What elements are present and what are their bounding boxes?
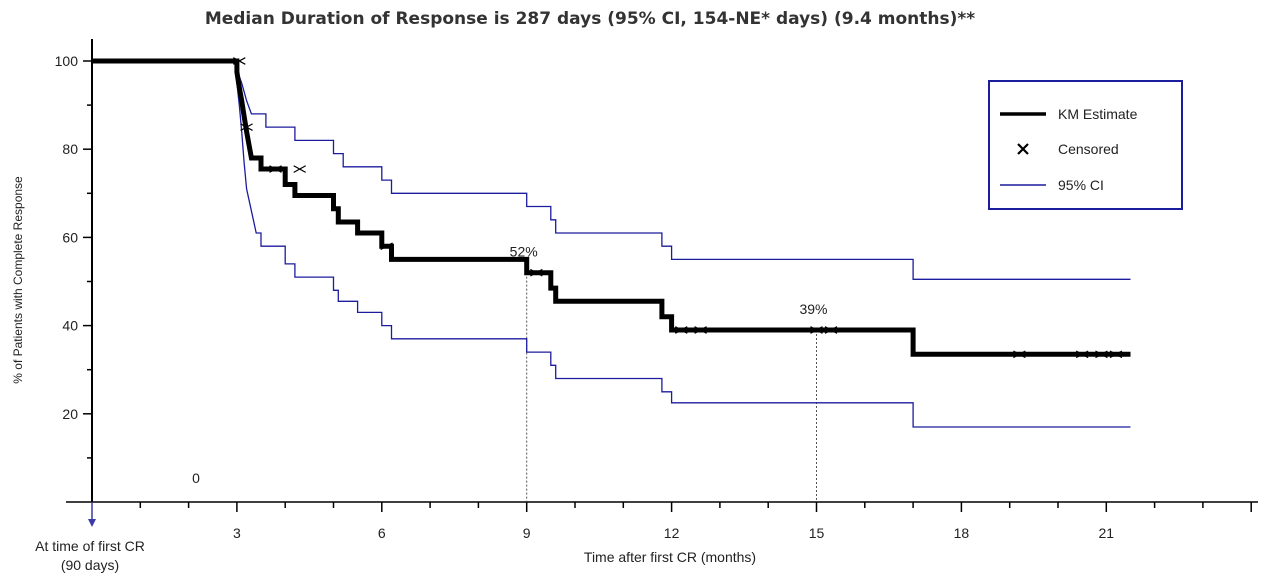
y-tick-label: 40: [62, 318, 78, 334]
censored-mark: [674, 326, 688, 334]
censored-mark: [380, 242, 393, 251]
censored-mark: [240, 123, 253, 131]
censored-mark: [293, 165, 306, 173]
annotation-label: 39%: [799, 301, 827, 317]
origin-arrow-head: [88, 519, 96, 527]
x-tick-label: 9: [523, 525, 531, 541]
censored-mark: [233, 57, 246, 65]
x-tick-label: 6: [378, 525, 386, 541]
chart-title: Median Duration of Response is 287 days …: [205, 9, 975, 29]
legend-box: [988, 80, 1183, 210]
censored-mark: [1095, 350, 1108, 359]
origin-sublabel: (90 days): [61, 557, 119, 573]
censored-mark: [694, 326, 707, 334]
y-tick-label: 80: [62, 141, 78, 157]
censored-mark: [1075, 350, 1089, 359]
legend-km-label: KM Estimate: [1058, 106, 1138, 122]
censored-icon: [1017, 143, 1029, 155]
y-axis-label: % of Patients with Complete Response: [11, 176, 25, 384]
zero-label: 0: [192, 470, 200, 486]
censored-mark: [824, 326, 838, 334]
x-tick-label: 3: [233, 525, 241, 541]
censored-mark: [530, 268, 543, 277]
legend-censored-label: Censored: [1058, 141, 1119, 157]
x-axis-label: Time after first CR (months): [584, 549, 756, 565]
censored-mark: [1109, 350, 1123, 359]
x-tick-label: 12: [664, 525, 680, 541]
x-tick-label: 15: [809, 525, 825, 541]
censored-mark: [810, 326, 823, 334]
x-tick-label: 21: [1099, 525, 1115, 541]
censored-mark: [1013, 350, 1026, 359]
ci-upper-line: [92, 60, 1131, 280]
y-tick-label: 20: [62, 406, 78, 422]
y-tick-label: 100: [55, 53, 79, 69]
x-tick-label: 18: [954, 525, 970, 541]
origin-label: At time of first CR: [35, 538, 145, 554]
legend-ci-label: 95% CI: [1058, 177, 1104, 193]
plot-area: 20 40 60 80 100 3 6 9 12 15 18 21 52% 39%: [55, 39, 1258, 541]
annotation-label: 52%: [510, 244, 538, 260]
ci-lower-line: [92, 60, 1131, 428]
censored-mark: [269, 165, 282, 173]
y-tick-label: 60: [62, 229, 78, 245]
km-estimate-line: [92, 58, 1131, 357]
legend: KM Estimate Censored 95% CI: [988, 80, 1183, 210]
